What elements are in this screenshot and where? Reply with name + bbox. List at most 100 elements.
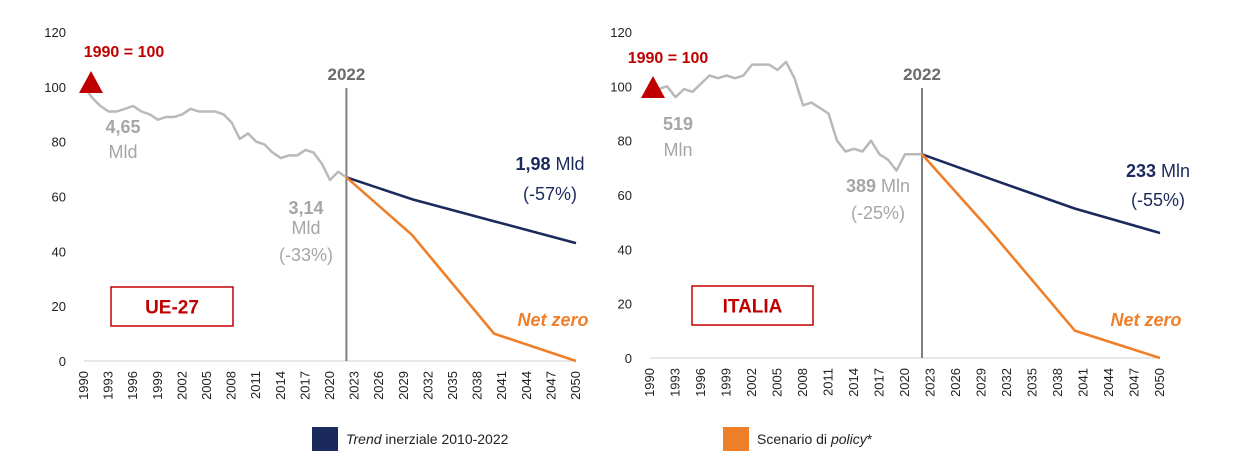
x-tick-label: 2038: [1050, 368, 1065, 397]
current-value-number: 389: [846, 176, 876, 196]
base-value-label: 519: [663, 114, 693, 134]
x-tick-label: 1996: [693, 368, 708, 397]
x-tick-label: 2029: [974, 368, 989, 397]
year-2022-label: 2022: [327, 65, 365, 84]
y-tick-label: 60: [618, 188, 632, 203]
chart-panel-italia: 0 20 40 60 80 100 120 1990 1993 1996 1999 2002 2005 2…: [610, 25, 1190, 397]
x-tick-label: 2020: [322, 371, 337, 400]
base-unit-label: Mln: [663, 140, 692, 160]
panel-label: UE-27: [145, 298, 199, 319]
panel-label-box: [110, 286, 234, 327]
current-change-label: (-33%): [279, 245, 333, 265]
net-zero-label: Net zero: [517, 310, 588, 330]
y-tick-label: 60: [52, 190, 66, 205]
y-tick-label: 0: [59, 354, 66, 369]
x-tick-label: 2008: [795, 368, 810, 397]
x-tick-label: 2032: [420, 371, 435, 400]
x-tick-label: 2014: [846, 368, 861, 397]
x-tick-label: 2050: [1152, 368, 1167, 397]
trend-value-label: 1,98 Mld: [515, 154, 584, 174]
y-tick-label: 100: [610, 79, 632, 94]
x-tick-label: 2044: [519, 371, 534, 400]
x-tick-label: 2035: [445, 371, 460, 400]
y-tick-label: 20: [52, 299, 66, 314]
chart-panel-ue27: 0 20 40 60 80 100 120 1990 1993 1996 1999 2002 2005 2…: [44, 25, 588, 400]
x-tick-label: 2050: [568, 371, 583, 400]
x-tick-label: 2038: [470, 371, 485, 400]
legend-label-policy: Scenario di policy*: [757, 431, 873, 447]
current-change-label: (-25%): [851, 203, 905, 223]
index-base-label: 1990 = 100: [628, 50, 709, 67]
series-historical: [82, 86, 348, 182]
x-tick-label: 1999: [719, 368, 734, 397]
current-unit-label: Mld: [291, 218, 320, 238]
y-tick-label: 80: [52, 135, 66, 150]
trend-value-unit: Mld: [551, 154, 585, 174]
x-tick-label: 1990: [642, 368, 657, 397]
y-tick-label: 120: [610, 25, 632, 40]
x-tick-label: 2017: [297, 371, 312, 400]
x-tick-label: 2041: [494, 371, 509, 400]
y-tick-label: 40: [52, 244, 66, 259]
current-value-unit: Mln: [876, 176, 910, 196]
legend-item-policy: Scenario di policy*: [723, 427, 872, 451]
trend-change-label: (-55%): [1131, 190, 1185, 210]
x-tick-label: 2026: [371, 371, 386, 400]
x-tick-label: 1993: [668, 368, 683, 397]
trend-value-number: 233: [1126, 161, 1156, 181]
x-tick-label: 2026: [948, 368, 963, 397]
x-tick-label: 2047: [1127, 368, 1142, 397]
x-tick-label: 2008: [224, 371, 239, 400]
x-tick-label: 2032: [999, 368, 1014, 397]
base-value-label: 4,65: [105, 117, 140, 137]
y-tick-label: 80: [618, 134, 632, 149]
y-tick-label: 0: [625, 351, 632, 366]
legend-swatch-trend: [312, 427, 338, 451]
y-tick-label: 100: [44, 80, 66, 95]
x-tick-label: 1993: [101, 371, 116, 400]
base-unit-label: Mld: [108, 142, 137, 162]
x-tick-label: 2002: [744, 368, 759, 397]
index-base-label: 1990 = 100: [84, 44, 165, 61]
series-historical: [649, 60, 922, 172]
x-tick-label: 2023: [347, 371, 362, 400]
x-tick-label: 2023: [923, 368, 938, 397]
net-zero-label: Net zero: [1110, 310, 1181, 330]
x-tick-label: 1999: [150, 371, 165, 400]
panel-label: ITALIA: [723, 297, 783, 318]
y-tick-label: 20: [618, 297, 632, 312]
base-year-marker: [79, 71, 103, 93]
x-tick-label: 2035: [1025, 368, 1040, 397]
series-scenario-policy: [345, 176, 577, 363]
x-tick-label: 1996: [125, 371, 140, 400]
x-tick-label: 2002: [174, 371, 189, 400]
legend-item-trend: Trend inerziale 2010-2022: [312, 427, 508, 451]
x-tick-label: 2017: [872, 368, 887, 397]
x-tick-label: 2011: [821, 368, 836, 396]
panel-label-box: [691, 285, 814, 326]
legend-swatch-policy: [723, 427, 749, 451]
base-year-marker: [641, 76, 665, 98]
x-tick-label: 2041: [1076, 368, 1091, 397]
y-tick-label: 40: [618, 242, 632, 257]
x-tick-label: 2020: [897, 368, 912, 397]
series-scenario-policy: [921, 153, 1161, 360]
current-value-label: 389 Mln: [846, 176, 910, 196]
trend-value-number: 1,98: [515, 154, 550, 174]
x-tick-label: 2005: [199, 371, 214, 400]
y-tick-label: 120: [44, 25, 66, 40]
trend-change-label: (-57%): [523, 184, 577, 204]
trend-value-unit: Mln: [1156, 161, 1190, 181]
x-tick-label: 2029: [396, 371, 411, 400]
trend-value-label: 233 Mln: [1126, 161, 1190, 181]
legend-label-trend: Trend inerziale 2010-2022: [346, 431, 509, 447]
x-tick-label: 2014: [273, 371, 288, 400]
x-tick-label: 2011: [248, 371, 263, 399]
series-trend-inerziale: [345, 176, 577, 245]
current-value-label: 3,14: [288, 198, 323, 218]
series-trend-inerziale: [921, 153, 1161, 235]
x-tick-label: 2005: [770, 368, 785, 397]
x-tick-label: 2047: [543, 371, 558, 400]
x-tick-label: 1990: [76, 371, 91, 400]
